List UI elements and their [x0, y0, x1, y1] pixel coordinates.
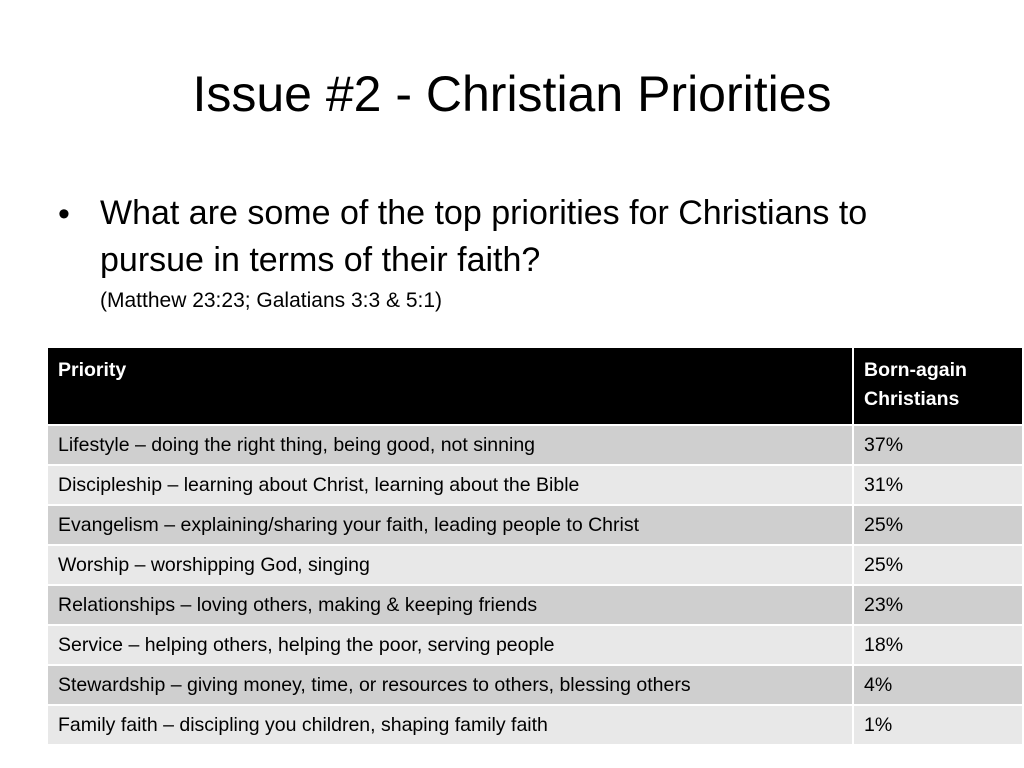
- table-header-row: Priority Born-again Christians: [46, 346, 1024, 426]
- bullet-dot-icon: •: [58, 195, 70, 233]
- table-row: Worship – worshipping God, singing 25%: [46, 544, 1024, 586]
- table-row: Service – helping others, helping the po…: [46, 624, 1024, 666]
- row-priority: Worship – worshipping God, singing: [46, 544, 854, 586]
- priorities-table: Priority Born-again Christians Lifestyle…: [46, 346, 1024, 746]
- table-row: Relationships – loving others, making & …: [46, 584, 1024, 626]
- bullet-block: • What are some of the top priorities fo…: [58, 190, 978, 316]
- row-priority: Stewardship – giving money, time, or res…: [46, 664, 854, 706]
- row-priority: Discipleship – learning about Christ, le…: [46, 464, 854, 506]
- header-priority: Priority: [46, 346, 854, 426]
- table-row: Evangelism – explaining/sharing your fai…: [46, 504, 1024, 546]
- row-priority: Family faith – discipling you children, …: [46, 704, 854, 746]
- row-value: 23%: [852, 584, 1024, 626]
- bullet-text: What are some of the top priorities for …: [100, 194, 868, 279]
- table-row: Lifestyle – doing the right thing, being…: [46, 424, 1024, 466]
- row-priority: Service – helping others, helping the po…: [46, 624, 854, 666]
- scripture-reference: (Matthew 23:23; Galatians 3:3 & 5:1): [100, 289, 443, 312]
- bullet-item: • What are some of the top priorities fo…: [58, 190, 978, 284]
- row-priority: Lifestyle – doing the right thing, being…: [46, 424, 854, 466]
- table-row: Stewardship – giving money, time, or res…: [46, 664, 1024, 706]
- row-value: 1%: [852, 704, 1024, 746]
- row-value: 4%: [852, 664, 1024, 706]
- table-row: Discipleship – learning about Christ, le…: [46, 464, 1024, 506]
- slide-title: Issue #2 - Christian Priorities: [192, 66, 832, 122]
- row-priority: Evangelism – explaining/sharing your fai…: [46, 504, 854, 546]
- row-value: 37%: [852, 424, 1024, 466]
- row-value: 25%: [852, 544, 1024, 586]
- row-value: 31%: [852, 464, 1024, 506]
- row-priority: Relationships – loving others, making & …: [46, 584, 854, 626]
- row-value: 18%: [852, 624, 1024, 666]
- header-born-again-christians: Born-again Christians: [852, 346, 1024, 426]
- row-value: 25%: [852, 504, 1024, 546]
- table-row: Family faith – discipling you children, …: [46, 704, 1024, 746]
